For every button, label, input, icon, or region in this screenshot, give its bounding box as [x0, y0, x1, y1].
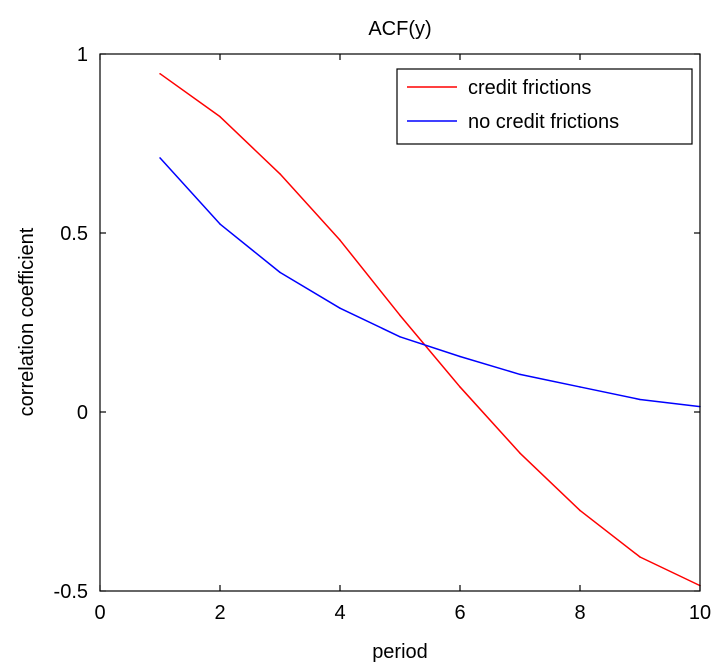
x-tick-label: 0 — [94, 602, 105, 624]
y-tick-label: 0.5 — [60, 223, 88, 245]
data-point-credit-frictions — [459, 386, 461, 388]
series-line-no-credit-frictions — [159, 157, 701, 408]
legend-label-credit-frictions: credit frictions — [468, 77, 591, 99]
chart-title: ACF(y) — [368, 18, 431, 40]
x-tick-label: 8 — [574, 602, 585, 624]
legend: credit frictions no credit frictions — [396, 68, 693, 145]
series-line-credit-frictions — [159, 73, 701, 587]
data-point-credit-frictions — [579, 509, 581, 512]
x-axis-label: period — [372, 641, 428, 663]
x-tick-label: 4 — [334, 602, 345, 624]
data-point-no-credit-frictions — [159, 157, 161, 159]
plot-frame — [99, 53, 701, 592]
x-tick-label: 6 — [454, 602, 465, 624]
data-point-credit-frictions — [279, 173, 281, 175]
data-point-credit-frictions — [219, 115, 221, 118]
y-tick-label: 1 — [77, 44, 88, 66]
x-tick-label: 10 — [689, 602, 711, 624]
data-point-no-credit-frictions — [519, 373, 521, 376]
y-axis-label: correlation coefficient — [16, 227, 38, 416]
data-point-credit-frictions — [399, 314, 401, 317]
data-point-no-credit-frictions — [279, 271, 281, 274]
y-tick-label: -0.5 — [54, 581, 88, 603]
data-point-credit-frictions — [639, 556, 641, 558]
data-point-no-credit-frictions — [639, 398, 641, 401]
axis-ticks: 0 2 4 6 8 10 -0.5 0 0.5 1 — [54, 44, 712, 624]
x-tick-label: 2 — [214, 602, 225, 624]
data-point-credit-frictions — [519, 452, 521, 454]
legend-label-no-credit-frictions: no credit frictions — [468, 111, 619, 133]
data-point-no-credit-frictions — [339, 307, 341, 309]
data-point-no-credit-frictions — [219, 223, 221, 225]
data-point-no-credit-frictions — [399, 336, 401, 338]
data-point-credit-frictions — [159, 72, 161, 75]
data-point-credit-frictions — [339, 239, 341, 241]
data-point-no-credit-frictions — [459, 355, 461, 358]
y-tick-label: 0 — [77, 402, 88, 424]
legend-box — [396, 68, 693, 145]
data-point-no-credit-frictions — [579, 386, 581, 388]
